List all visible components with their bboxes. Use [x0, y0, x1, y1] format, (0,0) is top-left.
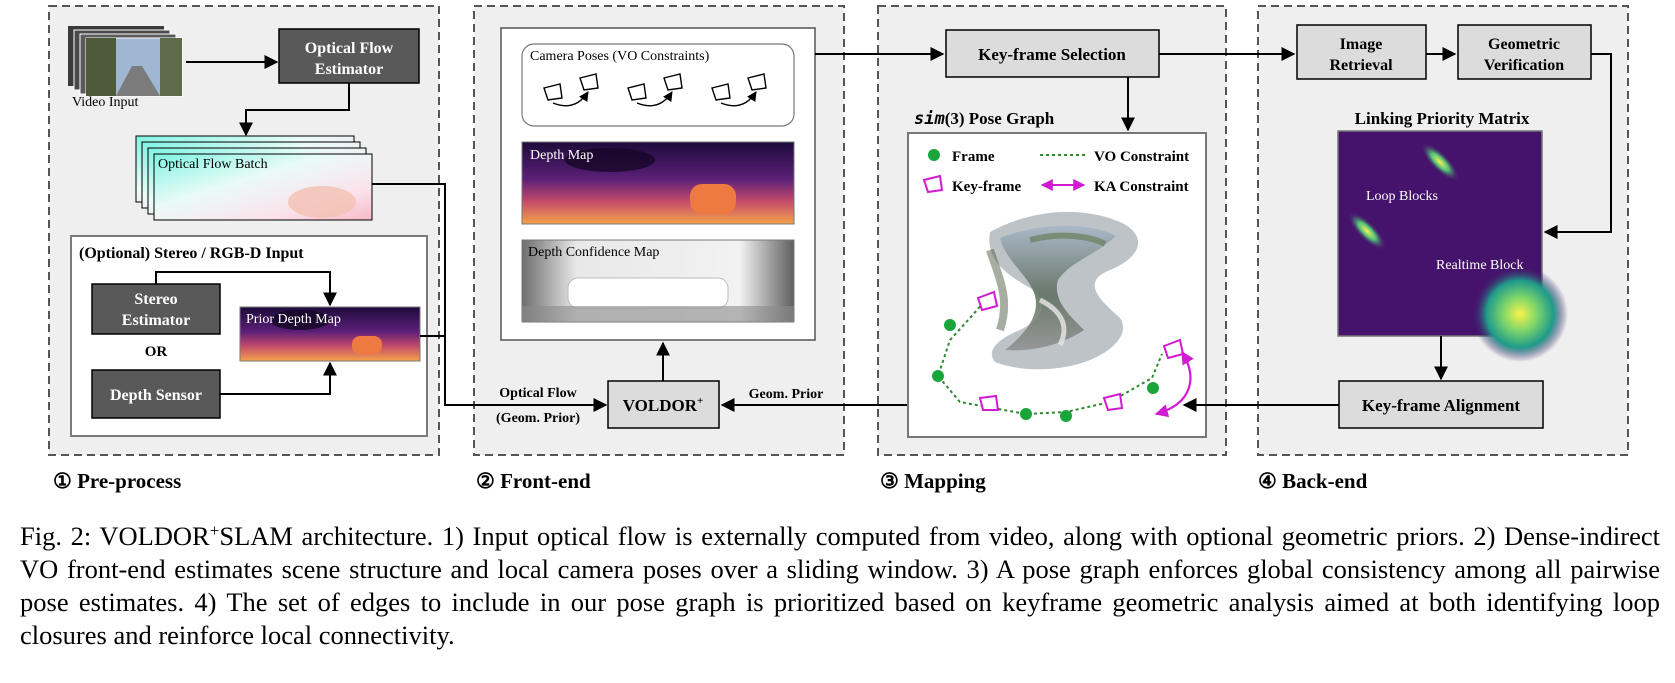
video-input-label: Video Input	[72, 95, 139, 110]
section-label-preprocess: ① Pre-process	[53, 469, 181, 493]
depth-confidence-map-image	[521, 239, 795, 323]
prior-depth-map-image	[239, 306, 421, 362]
stereo-estimator-label-1: Stereo	[134, 291, 177, 308]
svg-text:VOLDOR+: VOLDOR+	[623, 395, 704, 415]
legend-frame-dot	[928, 149, 940, 161]
arrow-estimator-to-batch	[239, 83, 350, 137]
legend-keyframe-icon	[922, 174, 944, 194]
linking-priority-matrix: Loop Blocks Realtime Block	[1337, 130, 1568, 362]
camera-poses-box: Camera Poses (VO Constraints)	[521, 43, 795, 127]
stereo-estimator-label-2: Estimator	[122, 312, 190, 329]
optical-flow-batch-stack	[135, 135, 373, 221]
pose-graph-title-math: sim	[914, 109, 945, 129]
caption-text: SLAM architecture. 1) Input optical flow…	[20, 521, 1660, 650]
depth-sensor-label: Depth Sensor	[110, 387, 202, 404]
video-input-stack	[68, 26, 183, 97]
section-label-frontend: ② Front-end	[476, 469, 591, 493]
frame-node	[1020, 408, 1032, 420]
keyframe-node	[978, 394, 1000, 411]
keyframe-alignment-box: Key-frame Alignment	[1338, 380, 1544, 429]
arrow-sensor-to-prior	[220, 361, 337, 395]
point-cloud-reconstruction	[986, 211, 1139, 370]
prior-depth-map-label: Prior Depth Map	[246, 312, 341, 327]
optical-flow-batch-label: Optical Flow Batch	[158, 157, 268, 172]
optical-flow-label-1: Optical Flow	[499, 386, 577, 401]
frame-node	[1147, 382, 1159, 394]
section-label-backend: ④ Back-end	[1258, 469, 1368, 493]
geometric-verification-label-1: Geometric	[1488, 36, 1560, 53]
arrow-flow-batch-to-voldor	[372, 183, 608, 412]
optical-flow-estimator-label-2: Estimator	[315, 61, 383, 78]
pose-graph-title: (3) Pose Graph	[945, 109, 1055, 128]
section-label-mapping: ③ Mapping	[880, 469, 986, 493]
geometric-verification-label-2: Verification	[1484, 57, 1564, 74]
ka-constraint-arc	[1154, 350, 1194, 418]
optical-flow-estimator-box: Optical Flow Estimator	[278, 28, 420, 84]
optional-input-title: (Optional) Stereo / RGB-D Input	[79, 245, 304, 262]
voldor-label: VOLDOR	[623, 396, 698, 415]
image-retrieval-label-1: Image	[1340, 36, 1383, 53]
legend-vo-constraint-label: VO Constraint	[1094, 149, 1189, 165]
depth-map-label: Depth Map	[530, 148, 593, 163]
legend-frame-label: Frame	[952, 149, 995, 165]
figure-caption: Fig. 2: VOLDOR+SLAM architecture. 1) Inp…	[20, 520, 1660, 652]
loop-block-lower	[1347, 211, 1387, 251]
pose-graph-box: Frame VO Constraint Key-frame KA Constra…	[907, 132, 1207, 438]
realtime-block-label: Realtime Block	[1436, 258, 1523, 273]
geometric-verification-box: Geometric Verification	[1457, 24, 1592, 80]
legend-ka-constraint-label: KA Constraint	[1094, 179, 1189, 195]
camera-pose-icons	[543, 73, 767, 107]
depth-map-image	[521, 141, 795, 225]
voldor-sup: +	[697, 395, 703, 407]
voldor-box: VOLDOR+	[607, 380, 720, 429]
stereo-estimator-box: Stereo Estimator	[91, 283, 221, 335]
linking-priority-matrix-title: Linking Priority Matrix	[1355, 109, 1530, 128]
image-retrieval-label-2: Retrieval	[1329, 57, 1393, 74]
arrow-stereo-to-prior	[155, 271, 337, 307]
optical-flow-estimator-label-1: Optical Flow	[305, 40, 394, 57]
realtime-block	[1472, 266, 1568, 362]
arrow-verification-to-matrix	[1543, 53, 1612, 239]
keyframe-node	[1102, 392, 1124, 412]
keyframe-selection-box: Key-frame Selection	[945, 29, 1160, 78]
keyframe-node	[976, 290, 999, 312]
depth-sensor-box: Depth Sensor	[91, 369, 221, 419]
frame-node	[932, 370, 944, 382]
caption-sup: +	[209, 521, 220, 540]
keyframe-alignment-label: Key-frame Alignment	[1362, 396, 1520, 415]
keyframe-selection-label: Key-frame Selection	[978, 45, 1126, 64]
optical-flow-label-2: (Geom. Prior)	[496, 411, 580, 426]
loop-blocks-label: Loop Blocks	[1366, 189, 1438, 204]
loop-block-upper	[1420, 142, 1460, 182]
geom-prior-label: Geom. Prior	[749, 387, 824, 402]
caption-prefix: Fig. 2: VOLDOR	[20, 521, 210, 551]
camera-poses-label: Camera Poses (VO Constraints)	[530, 49, 710, 64]
depth-confidence-label: Depth Confidence Map	[528, 245, 659, 260]
frame-node	[1060, 410, 1072, 422]
legend-keyframe-label: Key-frame	[952, 179, 1021, 195]
image-retrieval-box: Image Retrieval	[1296, 24, 1427, 80]
svg-text:sim(3) Pose Graph: sim(3) Pose Graph	[914, 109, 1055, 129]
or-label: OR	[145, 344, 168, 360]
frame-node	[944, 319, 956, 331]
